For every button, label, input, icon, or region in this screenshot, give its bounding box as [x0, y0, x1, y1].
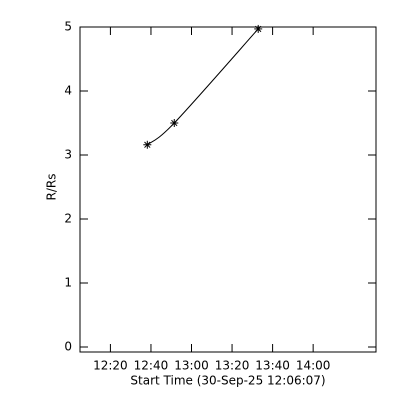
asterisk-stroke [144, 141, 151, 148]
y-axis-label: R/Rs [45, 174, 59, 201]
asterisk-marker [170, 119, 179, 127]
asterisk-stroke [255, 25, 262, 33]
y-tick-label: 0 [64, 340, 72, 354]
x-tick-label: 13:40 [255, 359, 290, 373]
x-tick-label: 12:20 [93, 359, 128, 373]
y-tick-label: 2 [64, 212, 72, 226]
x-axis-label: Start Time (30-Sep-25 12:06:07) [130, 374, 325, 388]
fit-curve [146, 28, 259, 146]
plot-frame [79, 26, 377, 353]
x-tick-label: 12:40 [134, 359, 169, 373]
x-tick-label: 13:00 [174, 359, 209, 373]
y-tick-label: 5 [64, 20, 72, 34]
x-tick-label: 13:20 [215, 359, 250, 373]
asterisk-marker [254, 24, 263, 33]
asterisk-stroke [171, 119, 178, 127]
y-tick-label: 3 [64, 148, 72, 162]
x-tick-label: 14:00 [296, 359, 331, 373]
y-tick-label: 1 [64, 276, 72, 290]
y-tick-label: 4 [64, 84, 72, 98]
asterisk-marker [143, 140, 152, 149]
